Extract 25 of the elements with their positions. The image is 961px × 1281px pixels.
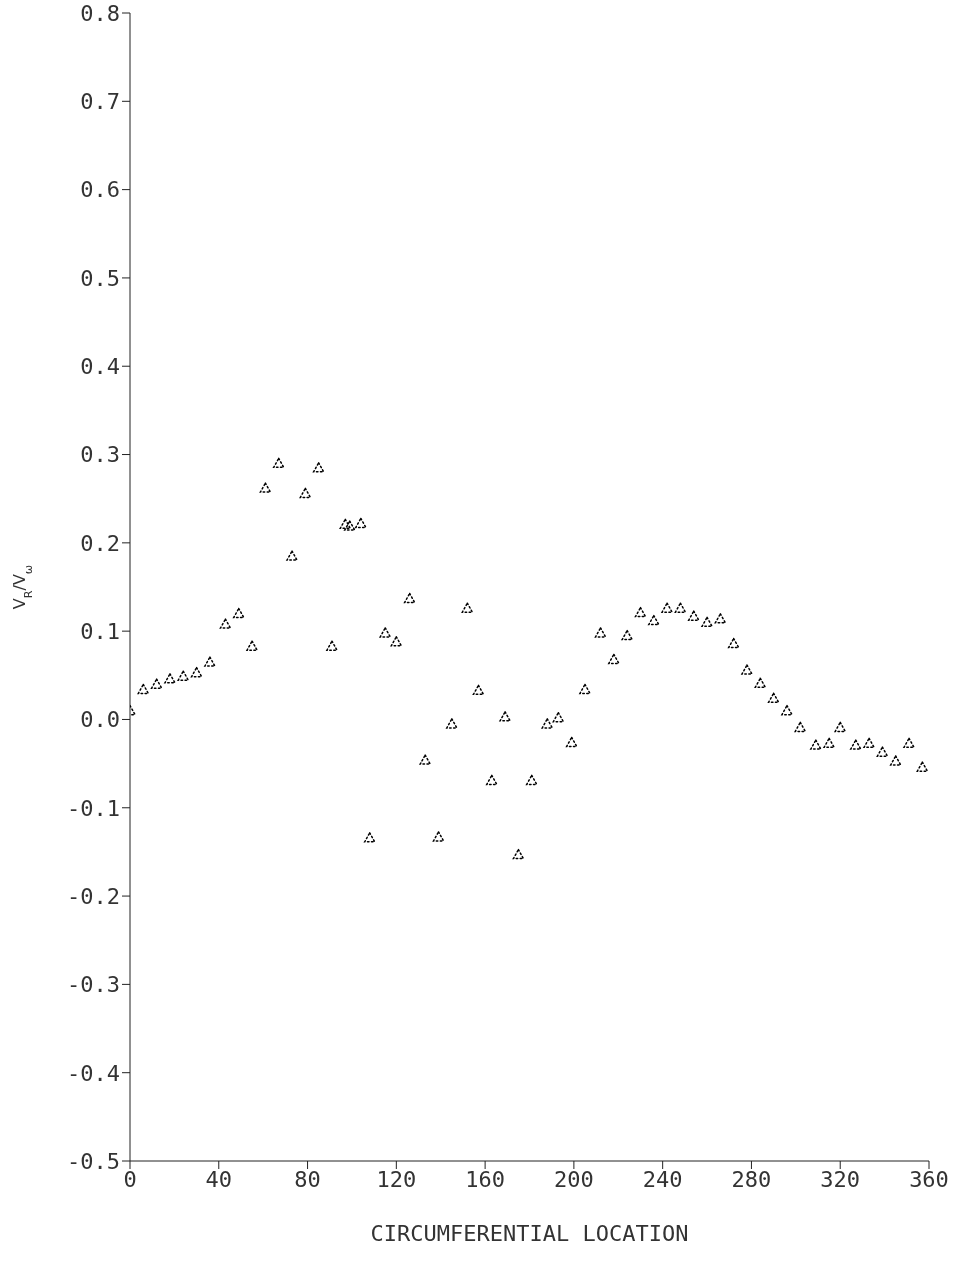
y-tick-label: 0.5 bbox=[80, 265, 120, 291]
x-tick-label: 320 bbox=[820, 1166, 861, 1192]
x-tick-label: 240 bbox=[642, 1166, 683, 1192]
y-tick-label: -0.5 bbox=[67, 1148, 120, 1174]
x-tick-label: 40 bbox=[205, 1166, 233, 1192]
y-tick-label: 0.1 bbox=[80, 618, 120, 644]
y-tick-label: 0.6 bbox=[80, 177, 120, 203]
y-tick-label: -0.1 bbox=[67, 795, 120, 821]
y-tick-label: 0.3 bbox=[80, 442, 120, 468]
y-tick-label: -0.3 bbox=[67, 972, 120, 998]
x-tick-label: 360 bbox=[909, 1166, 949, 1192]
y-tick-label: 0.4 bbox=[80, 354, 120, 380]
x-tick-label: 200 bbox=[554, 1166, 594, 1192]
x-tick-label: 80 bbox=[294, 1166, 321, 1192]
x-tick-label: 280 bbox=[731, 1166, 772, 1192]
y-tick-label: -0.4 bbox=[67, 1060, 120, 1086]
y-tick-label: 0.8 bbox=[80, 0, 120, 26]
y-tick-label: 0.2 bbox=[80, 530, 120, 556]
y-tick-label: 0.0 bbox=[80, 707, 120, 733]
x-axis-title: CIRCUMFERENTIAL LOCATION bbox=[370, 1221, 689, 1246]
x-tick-label: 160 bbox=[465, 1166, 505, 1192]
x-tick-label: 120 bbox=[376, 1166, 417, 1192]
y-tick-label: 0.7 bbox=[80, 89, 120, 115]
y-tick-label: -0.2 bbox=[67, 883, 120, 909]
x-tick-label: 0 bbox=[123, 1166, 137, 1192]
